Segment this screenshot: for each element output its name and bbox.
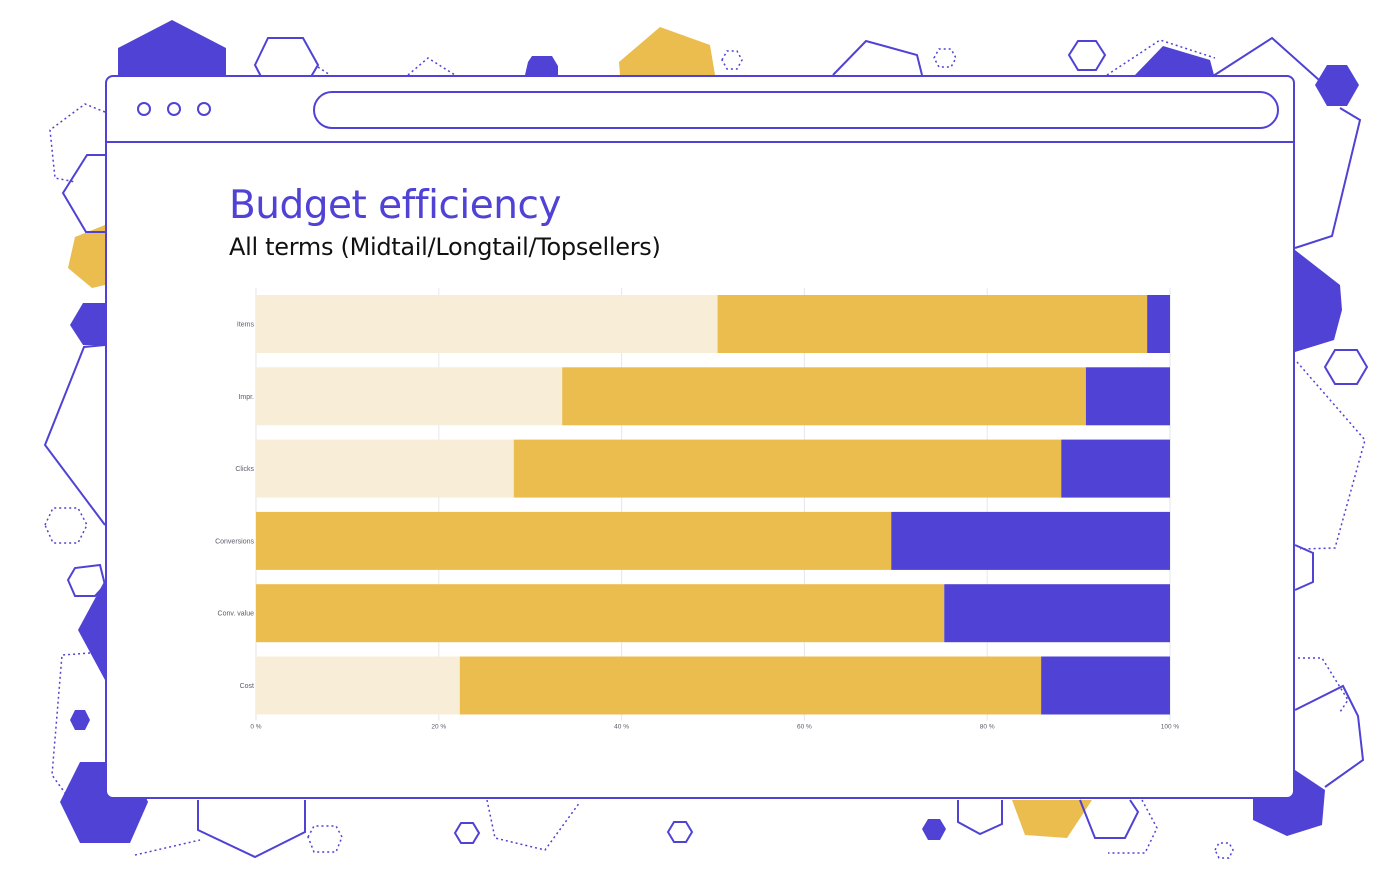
filled-hexagon-decoration bbox=[525, 56, 558, 75]
bar-segment-3[interactable] bbox=[891, 511, 1170, 570]
gold-hexagon-decoration bbox=[68, 225, 105, 288]
filled-hexagon-decoration bbox=[70, 303, 105, 345]
bar-segment-1[interactable] bbox=[256, 656, 460, 715]
dotted-hexagon-decoration bbox=[1108, 799, 1158, 854]
gold-hexagon-decoration bbox=[619, 27, 715, 75]
bar-segment-2[interactable] bbox=[717, 295, 1148, 353]
bar-segment-3[interactable] bbox=[1061, 439, 1170, 498]
dotted-hexagon-decoration bbox=[307, 825, 343, 853]
category-label: Impr. bbox=[238, 394, 254, 401]
category-label: Cost bbox=[240, 683, 254, 690]
outline-hexagon-decoration bbox=[1079, 799, 1140, 839]
filled-hexagon-decoration bbox=[78, 580, 105, 680]
outline-hexagon-decoration bbox=[61, 154, 105, 233]
filled-hexagon-decoration bbox=[1135, 46, 1214, 75]
bar-segment-1[interactable] bbox=[256, 439, 514, 498]
bar-segment-2[interactable] bbox=[459, 656, 1042, 715]
outline-hexagon-decoration bbox=[957, 800, 1003, 836]
dotted-hexagon-decoration bbox=[933, 48, 957, 68]
outline-hexagon-decoration bbox=[453, 822, 481, 844]
gold-hexagon-decoration bbox=[1012, 800, 1092, 838]
bar-segment-2[interactable] bbox=[256, 511, 892, 570]
outline-hexagon-decoration bbox=[197, 800, 306, 859]
x-tick-label: 0 % bbox=[250, 724, 261, 731]
category-label: Conv. value bbox=[218, 611, 255, 618]
x-tick-label: 80 % bbox=[980, 724, 995, 731]
bar-segment-3[interactable] bbox=[1041, 656, 1170, 715]
outline-hexagon-decoration bbox=[1294, 107, 1362, 249]
bar-segment-3[interactable] bbox=[1147, 295, 1170, 353]
browser-titlebar bbox=[107, 77, 1293, 143]
value-axis-labels: 0 % 20 % 40 % 60 % 80 % 100 % bbox=[250, 724, 1179, 731]
dotted-hexagon-decoration bbox=[1214, 842, 1234, 859]
filled-hexagon-decoration bbox=[70, 710, 90, 730]
dotted-hexagon-decoration bbox=[1298, 657, 1349, 713]
chart-bars bbox=[256, 295, 1170, 715]
page-title: Budget efficiency bbox=[229, 183, 561, 228]
dotted-hexagon-decoration bbox=[1296, 361, 1366, 550]
window-control-dot-icon[interactable] bbox=[167, 102, 181, 116]
filled-hexagon-decoration bbox=[1315, 65, 1359, 106]
x-tick-label: 20 % bbox=[431, 724, 446, 731]
outline-hexagon-decoration bbox=[666, 821, 694, 843]
address-bar[interactable] bbox=[313, 91, 1279, 129]
dotted-hexagon-decoration bbox=[1106, 39, 1216, 76]
filled-hexagon-decoration bbox=[118, 20, 226, 90]
bar-segment-3[interactable] bbox=[944, 584, 1170, 643]
x-tick-label: 60 % bbox=[797, 724, 812, 731]
window-control-dot-icon[interactable] bbox=[197, 102, 211, 116]
outline-hexagon-decoration bbox=[1209, 36, 1329, 89]
dotted-hexagon-decoration bbox=[51, 651, 106, 801]
x-tick-label: 40 % bbox=[614, 724, 629, 731]
dotted-hexagon-decoration bbox=[134, 839, 201, 856]
x-tick-label: 100 % bbox=[1161, 724, 1180, 731]
category-axis-labels: Items Impr. Clicks Conversions Conv. value Co… bbox=[215, 322, 254, 691]
bar-segment-1[interactable] bbox=[256, 367, 563, 426]
outline-hexagon-decoration bbox=[1294, 684, 1365, 788]
dotted-hexagon-decoration bbox=[49, 103, 106, 183]
filled-hexagon-decoration bbox=[1295, 250, 1342, 352]
category-label: Clicks bbox=[235, 466, 254, 473]
bar-segment-2[interactable] bbox=[513, 439, 1062, 498]
chart-gridlines bbox=[255, 288, 1171, 721]
category-label: Items bbox=[237, 322, 255, 329]
outline-hexagon-decoration bbox=[1323, 349, 1369, 385]
page-subtitle: All terms (Midtail/Longtail/Topsellers) bbox=[229, 233, 661, 261]
dotted-hexagon-decoration bbox=[721, 50, 743, 70]
outline-hexagon-decoration bbox=[43, 344, 106, 526]
bar-segment-3[interactable] bbox=[1085, 367, 1170, 426]
filled-hexagon-decoration bbox=[922, 819, 946, 840]
outline-hexagon-decoration bbox=[1067, 40, 1107, 71]
window-control-dot-icon[interactable] bbox=[137, 102, 151, 116]
bar-segment-2[interactable] bbox=[562, 367, 1086, 426]
bar-segment-2[interactable] bbox=[256, 584, 945, 643]
category-label: Conversions bbox=[215, 538, 254, 545]
outline-hexagon-decoration bbox=[832, 39, 923, 76]
dotted-hexagon-decoration bbox=[407, 57, 456, 76]
bar-segment-1[interactable] bbox=[256, 295, 718, 353]
